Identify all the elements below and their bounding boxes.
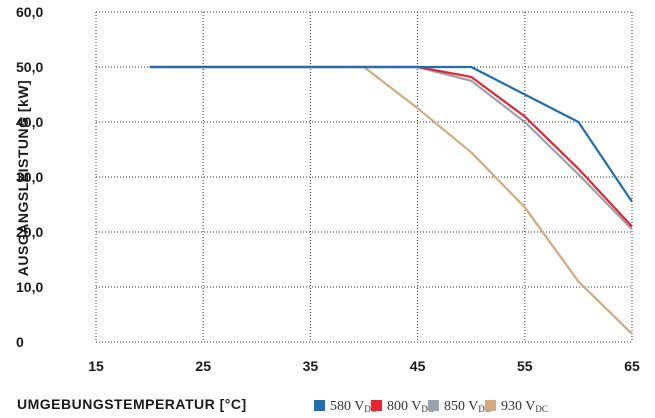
y-axis-label: AUSGANGSLEISTUNG [kW]	[15, 80, 31, 276]
legend-label-800: 800 VDC	[387, 399, 434, 414]
tick-labels: 010,020,030,040,050,060,015 25 35 45 55 65	[16, 4, 640, 374]
legend-swatch-930	[485, 400, 496, 411]
x-tick-label-3: 45	[410, 358, 426, 374]
y-tick-label-0: 0	[16, 334, 24, 350]
x-tick-label-5: 65	[624, 358, 640, 374]
x-tick-label-0: 15	[88, 358, 104, 374]
x-tick-label-4: 55	[517, 358, 533, 374]
x-tick-label-1: 25	[195, 358, 211, 374]
legend-swatch-800	[371, 400, 382, 411]
x-tick-label-2: 35	[303, 358, 319, 374]
y-tick-label-5: 50,0	[16, 59, 43, 75]
legend-label-850: 850 VDC	[444, 399, 491, 414]
legend-swatch-850	[428, 400, 439, 411]
legend: 580 VDC 800 VDC 850 VDC 930 VDC	[314, 399, 548, 414]
legend-subscript-930: DC	[535, 404, 548, 414]
series-line-850	[150, 67, 632, 229]
legend-label-930: 930 VDC	[501, 399, 548, 414]
x-axis-label: UMGEBUNGSTEMPERATUR [°C]	[17, 396, 247, 412]
y-tick-label-6: 60,0	[16, 4, 43, 20]
grid	[96, 12, 632, 342]
series-line-930	[150, 67, 632, 334]
series-line-800	[150, 67, 632, 227]
y-tick-label-1: 10,0	[16, 279, 43, 295]
legend-swatch-580	[314, 400, 325, 411]
series-lines	[150, 67, 632, 334]
legend-label-580: 580 VDC	[330, 399, 377, 414]
